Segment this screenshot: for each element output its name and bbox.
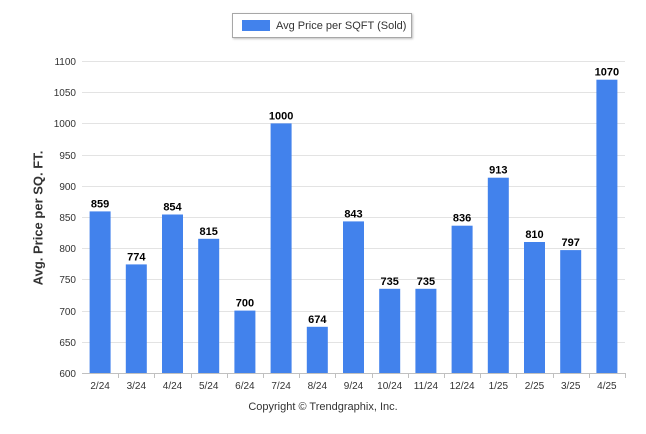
bar-data-label: 810 [525,229,543,241]
x-tick-label: 10/24 [377,381,402,392]
bar [343,221,364,373]
x-tick-label: 3/24 [127,381,147,392]
bar-data-label: 815 [200,226,218,238]
y-axis-title: Avg. Price per SQ. FT. [30,150,46,286]
x-tick-label: 5/24 [199,381,219,392]
copyright-text: Copyright © Trendgraphix, Inc. [248,401,398,413]
bar [234,310,256,373]
x-tick-label: 8/24 [308,381,328,392]
bar-data-label: 774 [127,251,146,263]
bar-data-label: 913 [489,165,507,177]
bar [125,264,147,373]
x-tick-label: 12/24 [450,381,475,392]
bar [560,250,582,373]
y-tick-label: 600 [59,369,76,380]
x-tick-label: 1/25 [489,381,509,392]
y-tick-label: 700 [59,307,76,318]
bar-data-label: 843 [344,208,362,220]
bar [596,79,618,373]
x-tick-label: 9/24 [344,381,364,392]
legend-swatch [242,20,270,31]
y-tick-label: 750 [59,275,76,286]
y-tick-label: 1100 [54,57,76,68]
bar-data-label: 1000 [269,110,293,122]
bar [306,326,328,373]
bar [524,242,545,373]
bar [487,177,509,373]
bar [379,288,401,373]
bar [89,211,111,373]
x-tick-label: 2/25 [525,381,545,392]
bar-data-label: 854 [163,202,182,214]
y-tick-label: 950 [59,151,76,162]
y-tick-label: 1050 [54,88,77,99]
y-tick-label: 800 [59,244,76,255]
x-tick-label: 6/24 [235,381,255,392]
bar [270,123,292,374]
bar-data-label: 674 [308,314,327,326]
x-tick-label: 2/24 [90,381,110,392]
bar-data-label: 700 [236,298,254,310]
chart-legend: Avg Price per SQFT (Sold) [232,13,412,38]
bar-data-label: 836 [453,213,471,225]
y-tick-label: 900 [59,182,76,193]
bar-data-label: 735 [381,276,399,288]
x-tick-label: 4/25 [597,381,617,392]
bar-data-label: 859 [91,198,109,210]
bar-data-label: 797 [562,237,580,249]
x-tick-label: 11/24 [414,381,439,392]
x-tick-label: 3/25 [561,381,581,392]
x-tick-label: 4/24 [163,381,183,392]
bar [162,214,183,373]
x-tick-label: 7/24 [271,381,291,392]
bar-data-label: 735 [417,276,435,288]
bar [415,288,437,373]
bar [198,238,220,373]
bar-data-label: 1070 [595,67,619,79]
legend-label: Avg Price per SQFT (Sold) [276,19,407,32]
y-tick-label: 850 [59,213,76,224]
y-tick-label: 1000 [54,119,77,130]
y-tick-label: 650 [59,338,76,349]
bar [451,225,473,373]
